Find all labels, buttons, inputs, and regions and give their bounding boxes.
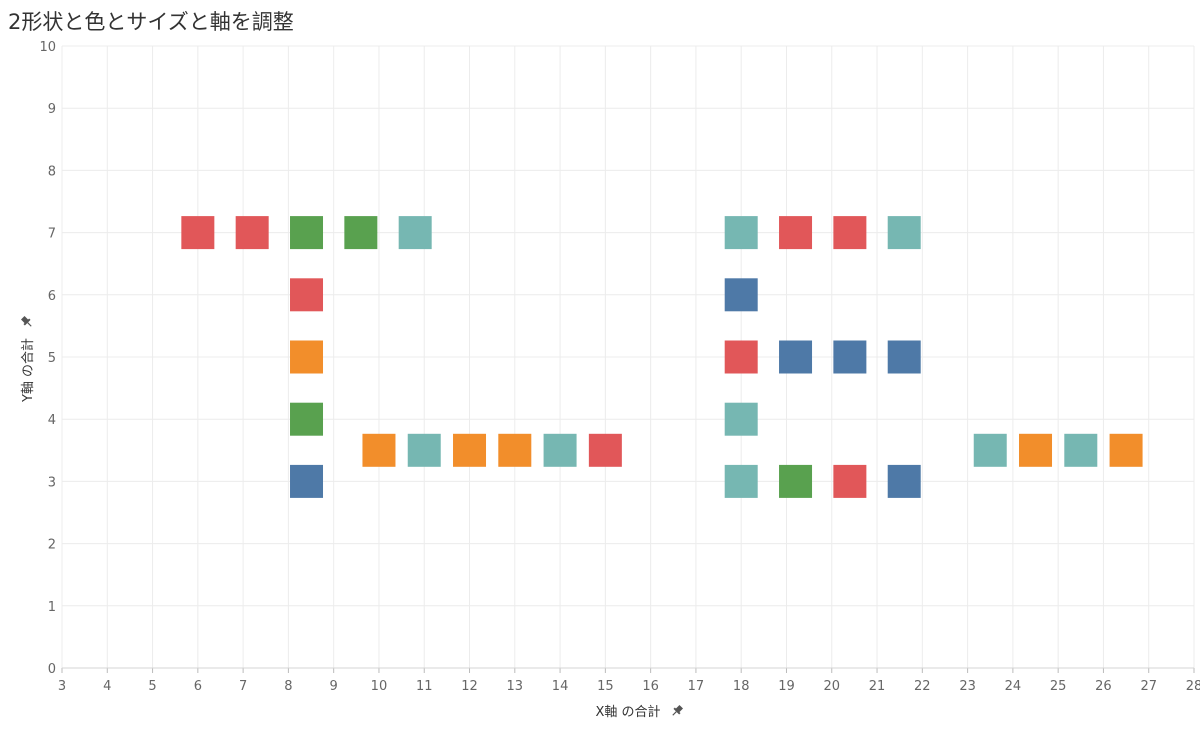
y-tick-label: 10 [39, 40, 56, 55]
y-tick-label: 0 [48, 662, 56, 677]
y-tick-label: 9 [48, 102, 56, 117]
x-tick-label: 4 [103, 679, 111, 694]
data-point-square[interactable] [887, 340, 921, 374]
grid-lines [61, 45, 1195, 669]
y-tick-label: 4 [48, 413, 56, 428]
x-tick-label: 14 [552, 679, 569, 694]
y-axis-ticks: 0 1 2 3 4 5 6 7 8 9 10 [39, 40, 56, 677]
data-point-square[interactable] [588, 433, 622, 467]
data-point-square[interactable] [1064, 433, 1098, 467]
y-tick-label: 7 [48, 227, 56, 242]
chart-title: 2形状と色とサイズと軸を調整 [8, 10, 294, 34]
y-tick-label: 3 [48, 475, 56, 490]
y-tick-label: 5 [48, 351, 56, 366]
data-point-square[interactable] [181, 216, 215, 250]
data-point-square[interactable] [724, 464, 758, 498]
data-point-square[interactable] [235, 216, 269, 250]
y-tick-label: 2 [48, 538, 56, 553]
x-tick-label: 8 [284, 679, 292, 694]
data-point-square[interactable] [290, 216, 324, 250]
x-axis-title-group[interactable]: X軸 の合計 [595, 704, 684, 720]
data-points[interactable] [181, 216, 1143, 498]
data-point-square[interactable] [290, 464, 324, 498]
x-tick-label: 28 [1186, 679, 1200, 694]
data-point-square[interactable] [724, 216, 758, 250]
data-point-square[interactable] [887, 464, 921, 498]
data-point-square[interactable] [290, 278, 324, 312]
data-point-square[interactable] [498, 433, 532, 467]
y-axis-title[interactable]: Y軸 の合計 [20, 338, 36, 403]
x-axis-title[interactable]: X軸 の合計 [595, 704, 660, 720]
data-point-square[interactable] [344, 216, 378, 250]
data-point-square[interactable] [724, 340, 758, 374]
x-tick-label: 11 [416, 679, 433, 694]
data-point-square[interactable] [779, 216, 813, 250]
data-point-square[interactable] [833, 464, 867, 498]
x-tick-label: 18 [733, 679, 750, 694]
data-point-square[interactable] [973, 433, 1007, 467]
x-tick-label: 21 [869, 679, 886, 694]
x-tick-label: 9 [330, 679, 338, 694]
x-tick-label: 25 [1050, 679, 1067, 694]
x-tick-label: 27 [1140, 679, 1157, 694]
x-tick-label: 7 [239, 679, 247, 694]
data-point-square[interactable] [724, 402, 758, 436]
x-tick-label: 10 [371, 679, 388, 694]
pin-icon[interactable] [670, 704, 684, 718]
data-point-square[interactable] [1019, 433, 1053, 467]
y-axis-title-group[interactable]: Y軸 の合計 [20, 315, 36, 403]
x-tick-label: 22 [914, 679, 931, 694]
pin-icon[interactable] [20, 315, 34, 329]
x-tick-label: 3 [58, 679, 66, 694]
y-tick-label: 6 [48, 289, 56, 304]
data-point-square[interactable] [779, 464, 813, 498]
data-point-square[interactable] [1109, 433, 1143, 467]
x-tick-label: 12 [461, 679, 478, 694]
y-tick-label: 8 [48, 164, 56, 179]
data-point-square[interactable] [833, 340, 867, 374]
data-point-square[interactable] [290, 402, 324, 436]
x-tick-label: 15 [597, 679, 614, 694]
x-tick-label: 17 [688, 679, 705, 694]
data-point-square[interactable] [362, 433, 396, 467]
data-point-square[interactable] [453, 433, 487, 467]
x-tick-label: 23 [959, 679, 976, 694]
x-tick-label: 19 [778, 679, 795, 694]
data-point-square[interactable] [724, 278, 758, 312]
x-tick-label: 26 [1095, 679, 1112, 694]
data-point-square[interactable] [543, 433, 577, 467]
x-tick-label: 6 [194, 679, 202, 694]
x-axis-ticks: 3 4 5 6 7 8 9 10 11 12 13 14 15 16 17 18 19 20 21 22 23 24 25 2… [58, 667, 1200, 694]
data-point-square[interactable] [407, 433, 441, 467]
data-point-square[interactable] [290, 340, 324, 374]
data-point-square[interactable] [887, 216, 921, 250]
data-point-square[interactable] [398, 216, 432, 250]
x-tick-label: 20 [823, 679, 840, 694]
data-point-square[interactable] [833, 216, 867, 250]
x-tick-label: 5 [148, 679, 156, 694]
x-tick-label: 24 [1005, 679, 1022, 694]
y-tick-label: 1 [48, 600, 56, 615]
x-tick-label: 16 [642, 679, 659, 694]
x-tick-label: 13 [507, 679, 524, 694]
data-point-square[interactable] [779, 340, 813, 374]
